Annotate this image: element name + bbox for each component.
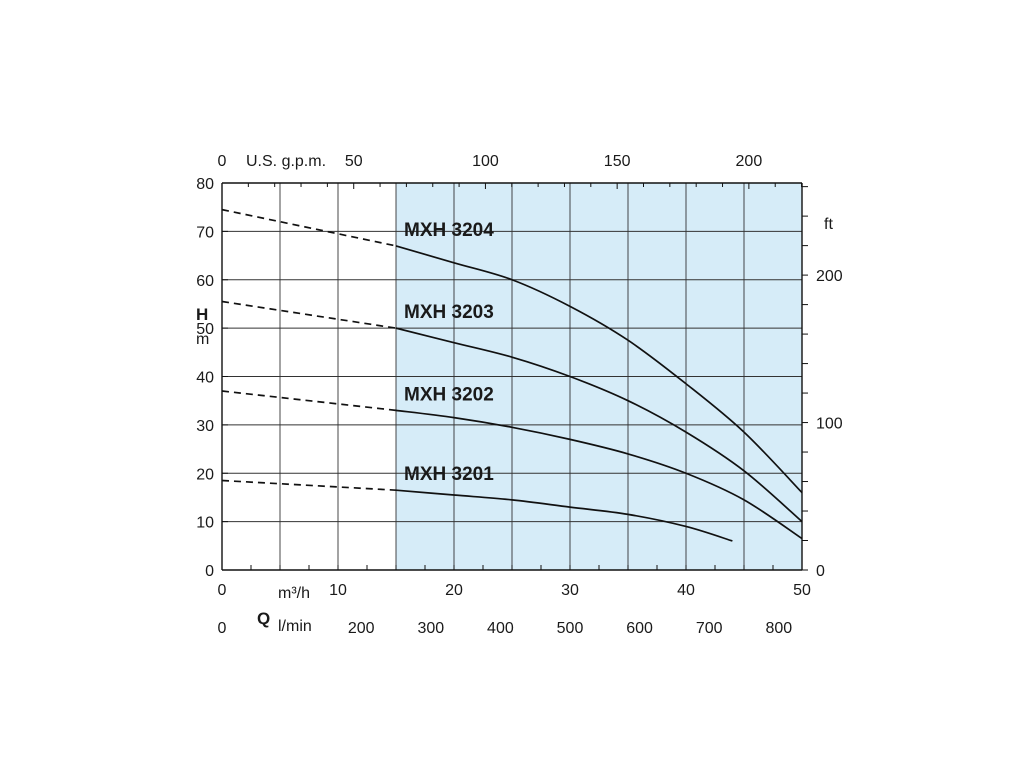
y-tick-label: 50 <box>196 321 214 338</box>
ft-tick-label: 200 <box>816 268 843 285</box>
gpm-tick-label: 100 <box>472 153 499 170</box>
lmin-tick-label: 200 <box>348 620 375 637</box>
series-label-mxh-3204: MXH 3204 <box>404 220 494 241</box>
y-tick-label: 0 <box>205 563 214 580</box>
x-unit-label: m³/h <box>278 585 310 602</box>
y-tick-label: 20 <box>196 466 214 483</box>
x-tick-label: 50 <box>793 582 811 599</box>
series-label-mxh-3201: MXH 3201 <box>404 464 494 485</box>
series-dashed-mxh-3201 <box>221 479 397 492</box>
gpm-tick-label: 200 <box>736 153 763 170</box>
gpm-tick-label: 50 <box>345 153 363 170</box>
y-tick-label: 10 <box>196 515 214 532</box>
lmin-tick-label: 700 <box>696 620 723 637</box>
ft-tick-label: 100 <box>816 416 843 433</box>
series-label-mxh-3203: MXH 3203 <box>404 302 494 323</box>
series-line-mxh-3203 <box>395 327 803 523</box>
lmin-tick-label: 300 <box>417 620 444 637</box>
series-lines <box>221 208 803 542</box>
series-dashed-mxh-3203 <box>221 300 397 329</box>
lmin-tick-label: 600 <box>626 620 653 637</box>
lmin-tick-label: 400 <box>487 620 514 637</box>
y-tick-label: 60 <box>196 273 214 290</box>
series-line-mxh-3204 <box>395 245 803 494</box>
gpm-axis-label: U.S. g.p.m. <box>246 153 326 170</box>
series-line-mxh-3201 <box>395 489 733 542</box>
y-unit-label: m <box>196 331 209 348</box>
gpm-tick-label: 0 <box>218 153 227 170</box>
ft-tick-label: 0 <box>816 563 825 580</box>
x-tick-label: 30 <box>561 582 579 599</box>
y-tick-label: 30 <box>196 418 214 435</box>
lmin-tick-label: 0 <box>218 620 227 637</box>
gpm-tick-label: 150 <box>604 153 631 170</box>
x-tick-label: 40 <box>677 582 695 599</box>
y-axis-label: H <box>196 305 208 324</box>
y-tick-label: 40 <box>196 370 214 387</box>
series-dashed-mxh-3202 <box>221 390 397 412</box>
x-tick-label: 10 <box>329 582 347 599</box>
y-tick-label: 80 <box>196 176 214 193</box>
x-tick-label: 0 <box>218 582 227 599</box>
x-axis-label: Q <box>257 609 270 628</box>
series-label-mxh-3202: MXH 3202 <box>404 384 494 405</box>
axis-lines <box>221 182 808 571</box>
lmin-axis-label: l/min <box>278 618 312 635</box>
x-tick-label: 20 <box>445 582 463 599</box>
y-tick-label: 70 <box>196 224 214 241</box>
series-dashed-mxh-3204 <box>221 208 397 247</box>
series-line-mxh-3202 <box>395 409 803 540</box>
lmin-tick-label: 800 <box>765 620 792 637</box>
lmin-tick-label: 500 <box>557 620 584 637</box>
ft-axis-label: ft <box>824 216 833 233</box>
